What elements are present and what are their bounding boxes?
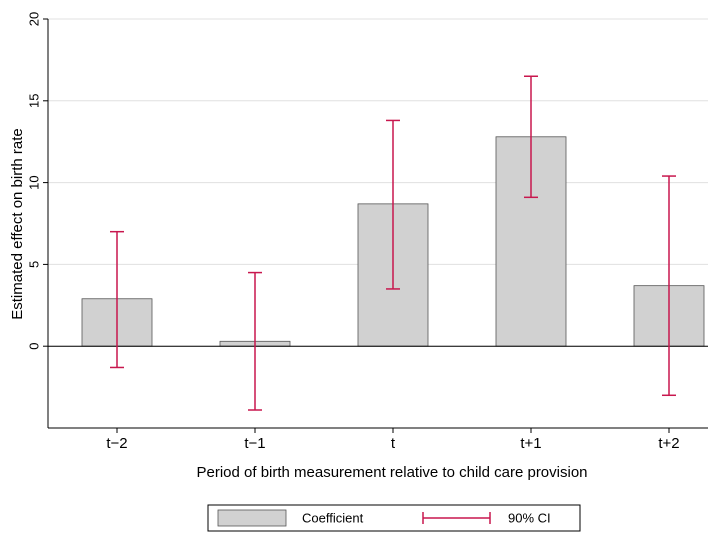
y-tick-label: 20: [26, 12, 41, 26]
y-tick-label: 5: [26, 261, 41, 268]
x-tick-label: t−2: [106, 435, 127, 452]
x-tick-label: t+1: [520, 435, 541, 452]
x-tick-label: t: [391, 435, 396, 452]
legend-label: Coefficient: [302, 510, 364, 525]
x-axis-title: Period of birth measurement relative to …: [196, 464, 587, 481]
y-axis-title: Estimated effect on birth rate: [9, 128, 26, 320]
legend-label: 90% CI: [508, 510, 551, 525]
x-tick-label: t−1: [244, 435, 265, 452]
legend-swatch: [217, 509, 287, 527]
y-tick-label: 10: [26, 175, 41, 189]
x-tick-label: t+2: [658, 435, 679, 452]
y-tick-label: 0: [26, 343, 41, 350]
y-tick-label: 15: [26, 94, 41, 108]
